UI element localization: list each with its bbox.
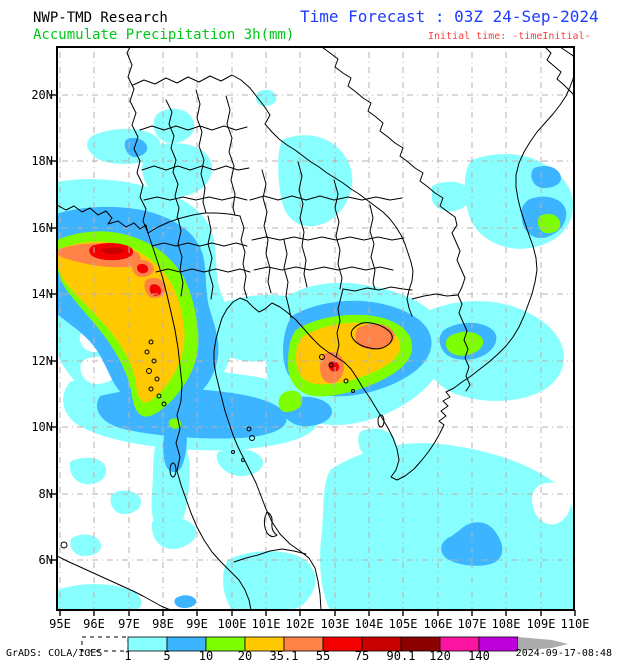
- colorbar-segment: [127, 636, 168, 652]
- generation-timestamp: 2024-09-17-08:48: [516, 648, 612, 659]
- forecast-time-label: Time Forecast : 03Z 24-Sep-2024: [300, 7, 599, 26]
- grid-layer: [57, 47, 574, 610]
- x-tick-label: 109E: [527, 617, 556, 631]
- precipitation-layer: [57, 89, 574, 610]
- colorbar-level-label: 55: [316, 649, 330, 660]
- x-tick-label: 102E: [286, 617, 315, 631]
- y-tick-label: 18N: [31, 154, 53, 168]
- colorbar-level-label: 140: [468, 649, 490, 660]
- rain-se-mass: [320, 443, 574, 610]
- border-thai-cambodia: [335, 288, 344, 358]
- border-thai-myanmar: [126, 47, 149, 234]
- colorbar-level-label: 5: [163, 649, 170, 660]
- x-tick-label: 100E: [218, 617, 247, 631]
- x-tick-label: 108E: [492, 617, 521, 631]
- grads-credit: GrADS: COLA/IGES: [6, 648, 102, 659]
- page-subtitle: Accumulate Precipitation 3h(mm): [33, 27, 294, 43]
- colorbar: 1 5 10 20 35.1 55 75 90.1 120 140: [81, 636, 568, 660]
- coast-gulf-east-vietnam: [246, 74, 574, 481]
- x-tick-label: 103E: [321, 617, 350, 631]
- border-laos-vietnam: [321, 47, 466, 296]
- y-tick-label: 8N: [39, 487, 53, 501]
- x-tick-label: 106E: [424, 617, 453, 631]
- y-tick-label: 12N: [31, 354, 53, 368]
- colorbar-overflow-arrow-icon: [518, 637, 568, 651]
- y-tick-label: 16N: [31, 221, 53, 235]
- colorbar-level-labels: 1 5 10 20 35.1 55 75 90.1 120 140: [124, 649, 489, 660]
- islands: [60, 339, 385, 549]
- y-tick-label: 6N: [39, 553, 53, 567]
- colorbar-level-label: 120: [429, 649, 451, 660]
- coast-sumatra: [57, 555, 173, 610]
- coast-gulf-west: [213, 297, 322, 610]
- y-axis-labels: 20N 18N 16N 14N 12N 10N 8N 6N: [31, 88, 53, 567]
- page-title: NWP-TMD Research: [33, 10, 168, 26]
- rain-tonlesap-orange: [355, 323, 395, 350]
- x-axis-labels: 95E 96E 97E 98E 99E 100E 101E 102E 103E …: [49, 617, 589, 631]
- axis-ticks: [50, 94, 576, 616]
- colorbar-level-label: 90.1: [387, 649, 416, 660]
- colorbar-level-label: 20: [238, 649, 252, 660]
- y-tick-label: 10N: [31, 420, 53, 434]
- x-tick-label: 96E: [83, 617, 105, 631]
- border-thai-malaysia: [233, 548, 307, 563]
- map-frame: [56, 46, 575, 611]
- x-tick-label: 107E: [458, 617, 487, 631]
- x-tick-label: 97E: [118, 617, 140, 631]
- colorbar-underflow-box: [81, 636, 129, 652]
- lake-tonle-sap: [350, 322, 393, 350]
- initial-time-label: Initial time: -timeInitial-: [428, 31, 591, 42]
- coastline-layer: [57, 47, 574, 610]
- colorbar-level-label: 35.1: [270, 649, 299, 660]
- lake-songkhla: [263, 511, 278, 538]
- colorbar-level-label: 1: [124, 649, 131, 660]
- coast-andaman-peninsula: [57, 204, 252, 610]
- colorbar-level-label: 10: [199, 649, 213, 660]
- x-tick-label: 110E: [561, 617, 590, 631]
- border-cambodia-vietnam: [457, 294, 471, 392]
- x-tick-label: 95E: [49, 617, 71, 631]
- y-tick-label: 20N: [31, 88, 53, 102]
- border-mekong: [240, 79, 414, 317]
- y-tick-label: 14N: [31, 287, 53, 301]
- x-tick-label: 98E: [152, 617, 174, 631]
- x-tick-label: 105E: [389, 617, 418, 631]
- x-tick-label: 99E: [186, 617, 208, 631]
- colorbar-level-label: 75: [355, 649, 369, 660]
- x-tick-label: 101E: [252, 617, 281, 631]
- x-tick-label: 104E: [355, 617, 384, 631]
